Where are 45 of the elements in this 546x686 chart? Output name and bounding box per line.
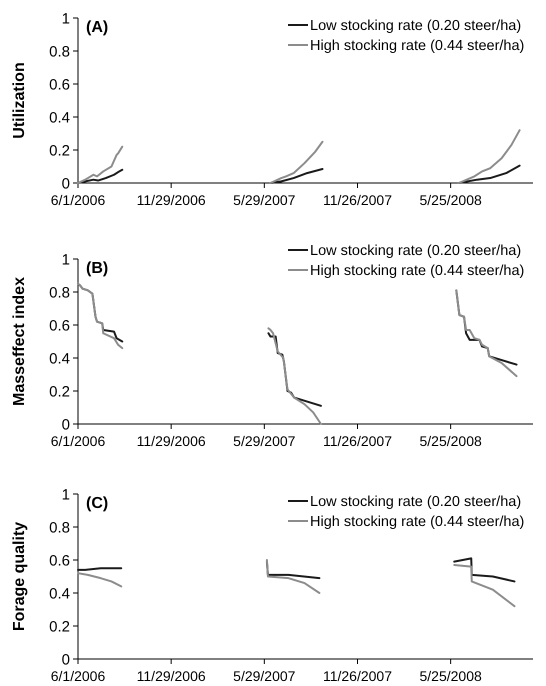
x-tick-label: 11/26/2007 — [322, 192, 392, 208]
x-tick-label: 11/26/2007 — [322, 433, 392, 449]
x-tick-label: 5/25/2008 — [420, 668, 482, 684]
legend-label: Low stocking rate (0.20 steer/ha) — [310, 494, 522, 510]
x-tick-label: 6/1/2006 — [50, 668, 106, 684]
y-tick-label: 1 — [62, 251, 70, 268]
y-tick-label: 0.6 — [49, 552, 70, 570]
y-axis-title: Forage quality — [11, 522, 28, 632]
x-tick-label: 6/1/2006 — [50, 433, 106, 449]
x-tick-label: 5/29/2007 — [233, 668, 296, 684]
legend-label: High stocking rate (0.44 steer/ha) — [310, 514, 524, 530]
x-tick-label: 11/29/2006 — [136, 668, 206, 684]
legend-label: Low stocking rate (0.20 steer/ha) — [310, 18, 522, 34]
chart-title: (B) — [86, 260, 108, 277]
x-tick-label: 5/25/2008 — [420, 433, 482, 449]
y-tick-label: 0.2 — [49, 142, 70, 160]
y-tick-label: 0.8 — [49, 43, 70, 60]
x-tick-label: 11/29/2006 — [136, 192, 206, 208]
y-tick-label: 0 — [62, 175, 70, 192]
legend-label: High stocking rate (0.44 steer/ha) — [310, 38, 524, 54]
x-tick-label: 6/1/2006 — [50, 192, 106, 208]
y-axis-title: Masseffect index — [11, 276, 28, 406]
y-tick-label: 0.6 — [49, 76, 70, 94]
y-tick-label: 0.8 — [49, 519, 70, 536]
y-tick-label: 0 — [62, 651, 70, 668]
x-tick-label: 5/25/2008 — [420, 192, 482, 208]
y-tick-label: 0.8 — [49, 284, 70, 302]
y-tick-label: 0.4 — [49, 109, 70, 126]
y-tick-label: 1 — [62, 10, 70, 28]
y-tick-label: 0.2 — [49, 383, 70, 400]
legend-label: Low stocking rate (0.20 steer/ha) — [310, 243, 522, 260]
y-tick-label: 1 — [62, 486, 70, 504]
x-tick-label: 11/26/2007 — [322, 668, 392, 684]
legend-label: High stocking rate (0.44 steer/ha) — [310, 263, 524, 280]
chart-title: (C) — [86, 495, 108, 512]
y-tick-label: 0.4 — [49, 350, 70, 368]
y-axis-title: Utilization — [11, 62, 28, 139]
x-tick-label: 11/29/2006 — [136, 433, 206, 449]
chart-title: (A) — [86, 19, 108, 36]
y-tick-label: 0.4 — [49, 585, 70, 602]
y-tick-label: 0 — [62, 416, 70, 434]
x-tick-label: 5/29/2007 — [233, 192, 296, 208]
x-tick-label: 5/29/2007 — [233, 433, 296, 449]
y-tick-label: 0.2 — [49, 618, 70, 636]
y-tick-label: 0.6 — [49, 317, 70, 334]
